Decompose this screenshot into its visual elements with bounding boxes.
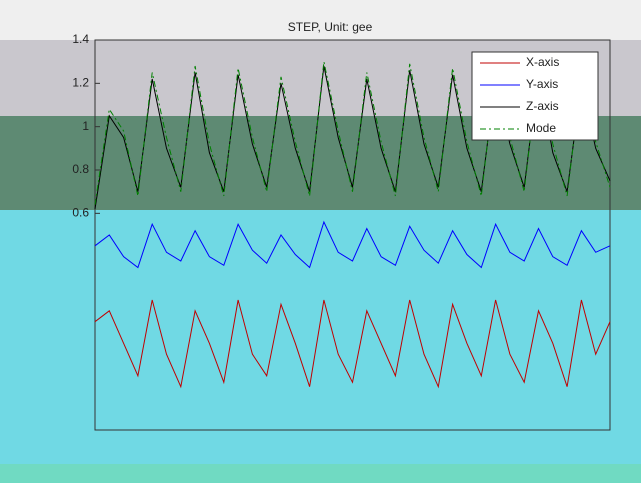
- chart: STEP, Unit: gee 0.6 0.8 1 1.2 1.4 X-axis Y-axi…: [0, 0, 641, 483]
- legend-label: Y-axis: [526, 77, 558, 91]
- y-tick-label: 1.4: [72, 32, 89, 46]
- y-tick-label: 1.2: [72, 76, 89, 90]
- series-line: [95, 300, 610, 387]
- y-tick-label: 0.6: [72, 206, 89, 220]
- y-tick-label: 0.8: [72, 162, 89, 176]
- page: {"chart_data": {"type": "line", "title":…: [0, 0, 641, 483]
- series-line: [95, 222, 610, 268]
- legend-label: Z-axis: [526, 99, 559, 113]
- legend-label: Mode: [526, 121, 556, 135]
- y-tick-label: 1: [82, 119, 89, 133]
- chart-title: STEP, Unit: gee: [288, 20, 373, 34]
- legend-label: X-axis: [526, 55, 559, 69]
